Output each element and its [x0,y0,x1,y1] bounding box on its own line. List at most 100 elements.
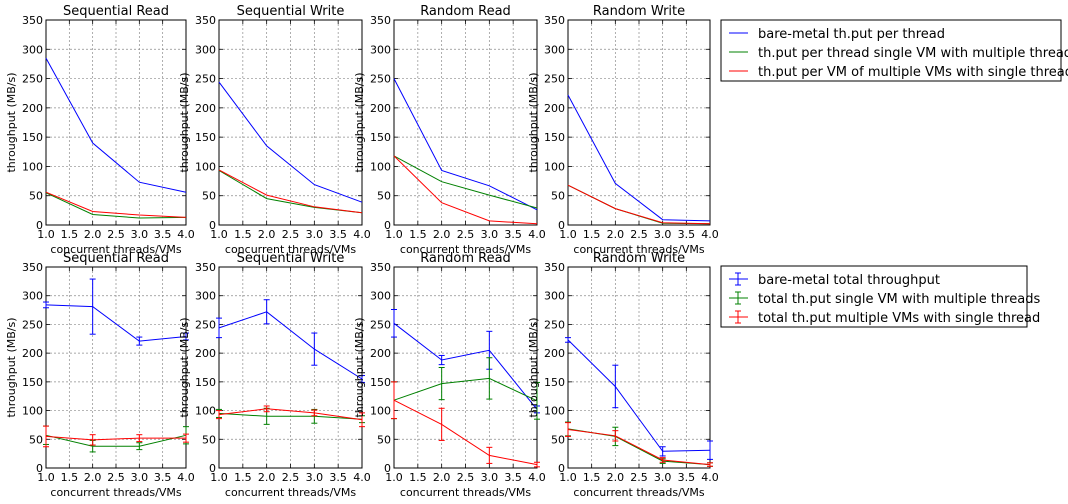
x-axis-label: concurrent threads/VMs [50,243,181,256]
axes-frame [45,266,187,469]
y-tick-label: 150 [22,376,43,389]
error-bar [534,461,540,468]
x-tick-label: 2.0 [607,471,625,484]
x-tick-label: 2.5 [630,228,648,241]
chart-title: Random Read [420,4,511,19]
chart-panel: 1.0 1.5 2.0 2.5 3.0 3.5 4.0 0 50 100 150 200 250 300 3… [178,4,371,256]
x-tick-label: 3.5 [678,228,696,241]
chart-panel: 1.0 1.5 2.0 2.5 3.0 3.5 4.0 0 50 100 150 200 250 300 3… [353,251,546,499]
x-tick-label: 4.0 [528,228,546,241]
y-tick-label: 150 [370,131,391,144]
series-line [218,412,363,420]
legend-label: bare-metal total throughput [758,273,940,288]
x-axis-label: concurrent threads/VMs [225,486,356,499]
legend-entry: total th.put multiple VMs with single th… [729,310,1040,326]
chart-title: Sequential Read [63,251,169,266]
x-tick-label: 1.5 [61,228,79,241]
legend-entry: total th.put single VM with multiple thr… [729,291,1040,307]
x-tick-label: 3.0 [131,471,149,484]
series-line [567,339,711,452]
y-tick-label: 350 [195,14,216,27]
error-bar [136,442,143,451]
y-tick-label: 300 [22,290,43,303]
error-bar [311,332,318,366]
axes-frame [567,19,711,226]
y-tick-label: 50 [551,433,565,446]
y-tick-label: 50 [202,433,216,446]
y-tick-label: 100 [22,160,43,173]
error-bar [89,278,96,335]
y-tick-label: 50 [202,190,216,203]
x-tick-label: 3.5 [504,471,522,484]
x-tick-label: 2.0 [258,471,276,484]
y-tick-label: 300 [544,43,565,56]
chart-title: Random Read [420,251,511,266]
legend-entry: th.put per VM of multiple VMs with singl… [729,65,1068,80]
error-bar [565,422,571,437]
y-tick-label: 50 [29,190,43,203]
x-axis-label: concurrent threads/VMs [50,486,181,499]
y-tick-label: 300 [195,43,216,56]
y-tick-label: 200 [195,347,216,360]
y-tick-label: 0 [558,462,565,475]
axes-frame [218,266,363,469]
y-tick-label: 350 [370,261,391,274]
x-tick-label: 1.5 [583,228,601,241]
x-tick-label: 3.0 [131,228,149,241]
y-tick-label: 250 [544,318,565,331]
y-tick-label: 300 [195,290,216,303]
x-tick-label: 4.0 [701,471,719,484]
legend-per-thread: bare-metal th.put per thread th.put per t… [720,19,1068,82]
error-bar [183,433,189,443]
x-tick-label: 4.0 [353,228,371,241]
error-bar [136,434,143,443]
chart-panel: 1.0 1.5 2.0 2.5 3.0 3.5 4.0 0 50 100 150 200 250 300 3… [527,4,719,256]
y-tick-label: 100 [544,160,565,173]
legend-label: total th.put single VM with multiple thr… [758,292,1040,307]
axes-frame [218,19,363,226]
y-axis-label: throughput (MB/s) [5,72,18,172]
x-tick-label: 3.0 [481,471,499,484]
series-line [218,408,363,421]
y-tick-label: 100 [22,405,43,418]
y-axis-label: throughput (MB/s) [353,317,366,417]
y-tick-label: 0 [384,219,391,232]
x-tick-label: 4.0 [528,471,546,484]
y-tick-label: 200 [370,102,391,115]
y-tick-label: 100 [370,160,391,173]
legend-label: th.put per thread single VM with multipl… [758,46,1068,61]
series-line [393,155,538,209]
y-tick-label: 200 [22,102,43,115]
y-tick-label: 150 [195,131,216,144]
y-tick-label: 300 [22,43,43,56]
y-tick-label: 300 [544,290,565,303]
y-tick-label: 100 [195,160,216,173]
chart-panel: 1.0 1.5 2.0 2.5 3.0 3.5 4.0 0 50 100 150 200 250 300 3… [5,4,195,256]
y-tick-label: 300 [370,290,391,303]
error-bar [359,412,365,428]
error-bar [707,440,713,460]
x-tick-label: 2.0 [84,228,102,241]
chart-panel: 1.0 1.5 2.0 2.5 3.0 3.5 4.0 0 50 100 150 200 250 300 3… [178,251,371,499]
y-tick-label: 0 [36,219,43,232]
y-tick-label: 0 [384,462,391,475]
x-tick-label: 2.5 [457,228,475,241]
chart-panel: 1.0 1.5 2.0 2.5 3.0 3.5 4.0 0 50 100 150 200 250 300 3… [5,251,195,499]
y-axis-label: throughput (MB/s) [5,317,18,417]
series-line [45,434,187,447]
x-tick-label: 1.0 [210,228,228,241]
error-bar [659,457,666,463]
error-bar [89,434,96,446]
x-tick-label: 1.5 [409,228,427,241]
x-tick-label: 3.5 [329,228,347,241]
y-axis-label: throughput (MB/s) [353,72,366,172]
error-bar [438,407,445,441]
error-bar [612,430,619,442]
x-tick-label: 4.0 [353,471,371,484]
y-tick-label: 0 [209,462,216,475]
error-bar [486,357,493,400]
x-tick-label: 1.5 [61,471,79,484]
chart-title: Sequential Write [237,251,345,266]
axes-frame [393,266,538,469]
chart-panel: 1.0 1.5 2.0 2.5 3.0 3.5 4.0 0 50 100 150 200 250 300 3… [353,4,546,256]
